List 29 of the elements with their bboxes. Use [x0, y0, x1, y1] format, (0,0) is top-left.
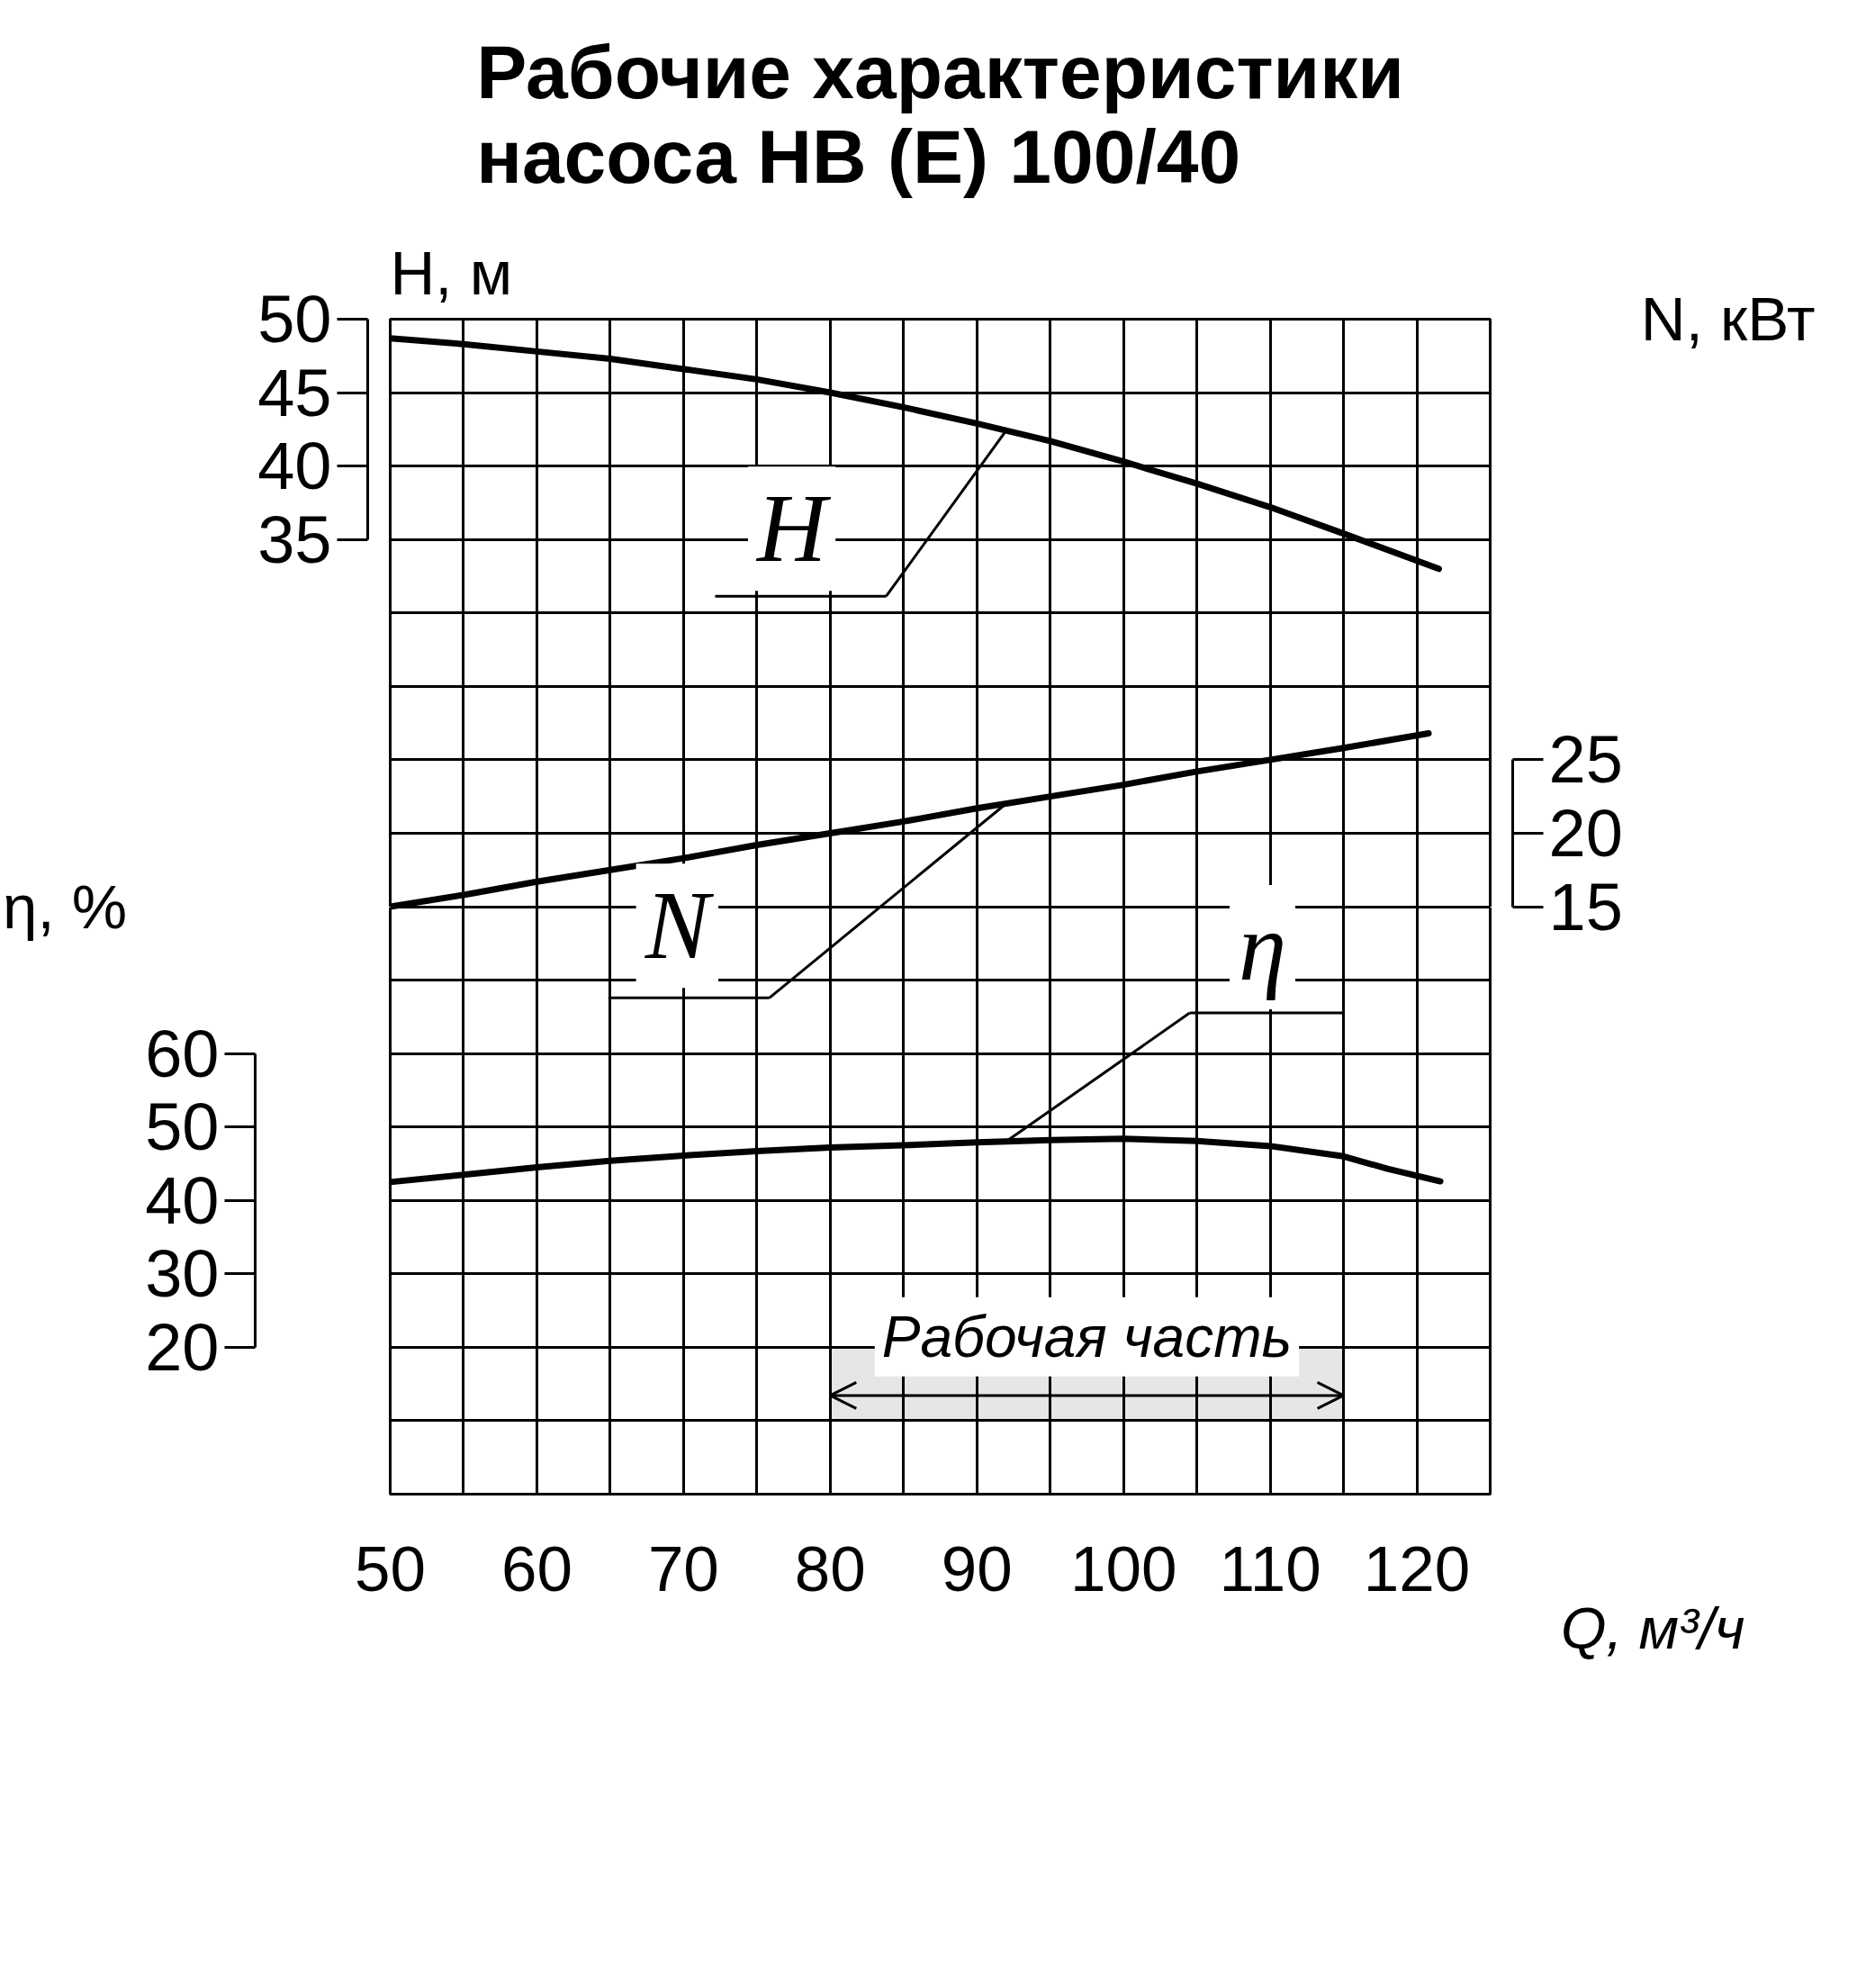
y3-tick-label: 20: [145, 1309, 220, 1385]
y2-axis-title: N, кВт: [1640, 285, 1816, 354]
x-tick-label: 60: [500, 1532, 572, 1604]
legend-label: H: [754, 475, 832, 583]
y2-tick-label: 20: [1548, 795, 1623, 871]
y3-tick-label: 60: [145, 1016, 220, 1091]
x-tick-label: 100: [1069, 1532, 1177, 1604]
y-axis-title: H, м: [390, 239, 513, 308]
x-axis-title: Q, м³/ч: [1560, 1595, 1745, 1661]
band-label: Рабочая часть: [881, 1304, 1293, 1369]
y3-axis-title: η, %: [3, 872, 128, 942]
y-tick-label: 35: [257, 502, 332, 577]
chart-title: Рабочие характеристики насоса НВ (Е) 100/40: [476, 29, 1404, 199]
x-tick-label: 50: [355, 1532, 426, 1604]
x-tick-label: 90: [941, 1532, 1013, 1604]
y2-tick-label: 15: [1548, 869, 1623, 944]
y2-tick-label: 25: [1548, 722, 1623, 798]
y-tick-label: 40: [257, 429, 332, 504]
x-tick-label: 70: [647, 1532, 719, 1604]
x-tick-label: 110: [1219, 1532, 1321, 1604]
x-tick-label: 80: [794, 1532, 866, 1604]
y3-tick-label: 50: [145, 1089, 220, 1165]
y-tick-label: 50: [257, 282, 332, 357]
y3-tick-label: 40: [145, 1162, 220, 1238]
y3-tick-label: 30: [145, 1236, 220, 1312]
legend-label: η: [1238, 893, 1287, 1000]
y-tick-label: 45: [257, 355, 332, 430]
x-tick-label: 120: [1363, 1532, 1471, 1604]
legend-label: N: [644, 872, 715, 980]
